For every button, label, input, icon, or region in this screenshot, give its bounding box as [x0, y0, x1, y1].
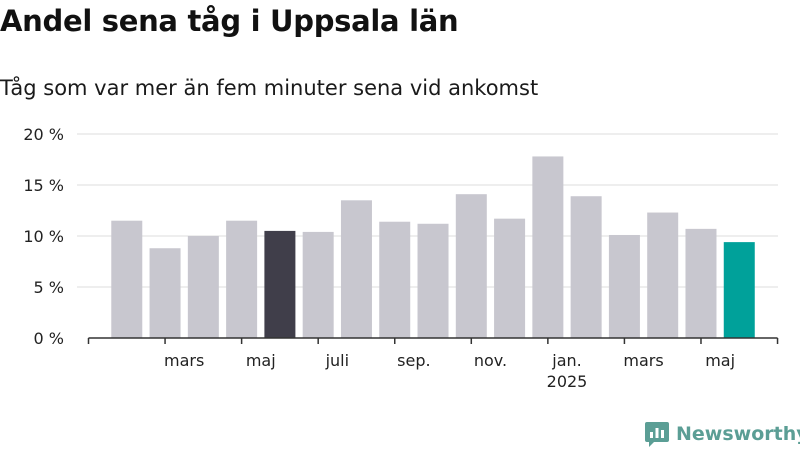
newsworthy-logo[interactable]: Newsworthy: [644, 420, 800, 448]
chart-title: Andel sena tåg i Uppsala län: [0, 4, 459, 38]
chart-subtitle: Tåg som var mer än fem minuter sena vid …: [0, 76, 539, 100]
x-axis-labels: mars maj juli sep. nov. jan. 2025 mars maj: [164, 351, 735, 391]
x-tick-label: juli: [325, 351, 349, 370]
bar: [723, 242, 755, 338]
x-tick-label: mars: [623, 351, 663, 370]
bar: [226, 220, 258, 338]
bar: [264, 230, 296, 338]
y-tick-label: 10 %: [23, 227, 64, 246]
bar: [455, 194, 487, 338]
bar: [340, 200, 372, 338]
bar: [647, 212, 679, 338]
x-tick-label: nov.: [474, 351, 507, 370]
bar: [111, 220, 143, 338]
y-tick-label: 15 %: [23, 176, 64, 195]
bar: [149, 248, 181, 338]
x-tick-label: jan.: [551, 351, 581, 370]
bar: [187, 236, 219, 338]
x-tick-label: mars: [164, 351, 204, 370]
y-axis-labels: 0 % 5 % 10 % 15 % 20 %: [23, 125, 64, 348]
x-tick-label: sep.: [397, 351, 430, 370]
x-axis: [87, 337, 779, 344]
x-tick-label: maj: [705, 351, 735, 370]
bar: [379, 221, 411, 338]
newsworthy-logo-icon: [645, 422, 669, 447]
bar: [532, 156, 564, 338]
bar: [570, 196, 602, 338]
bar: [494, 218, 526, 338]
bar: [417, 223, 449, 338]
y-tick-label: 20 %: [23, 125, 64, 144]
y-tick-label: 0 %: [34, 329, 64, 348]
bar: [302, 231, 334, 338]
x-tick-label: maj: [246, 351, 276, 370]
y-tick-label: 5 %: [34, 278, 64, 297]
bars: [111, 156, 755, 338]
bar: [685, 228, 717, 338]
bar: [608, 234, 640, 338]
brand-name: Newsworthy: [676, 423, 800, 445]
x-tick-sublabel: 2025: [547, 372, 588, 391]
